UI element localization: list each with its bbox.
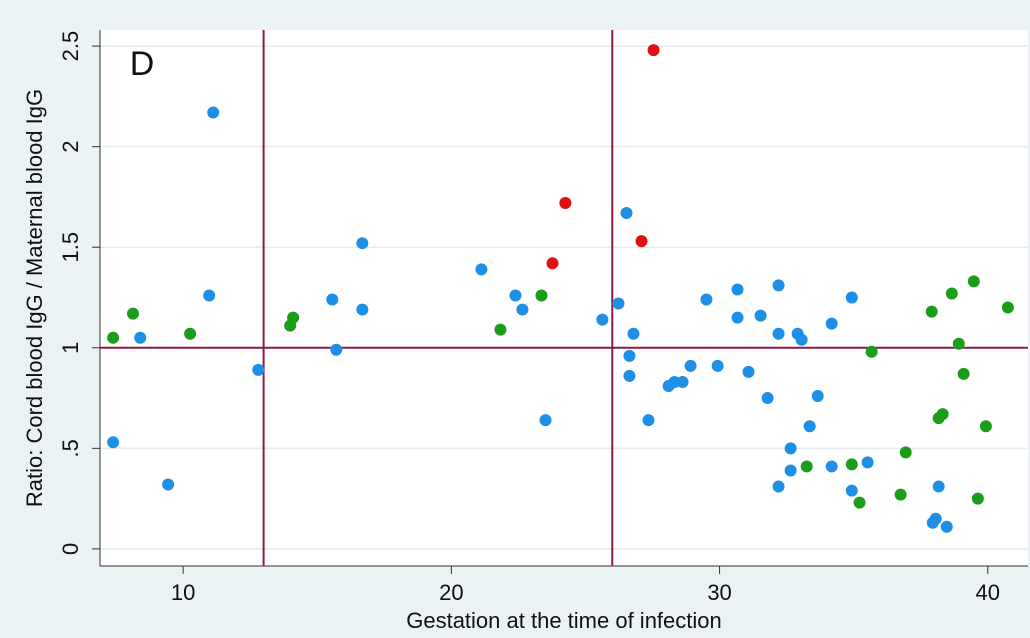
point <box>971 492 984 505</box>
point <box>711 359 724 372</box>
point <box>612 297 625 310</box>
panel-label: D <box>130 45 155 83</box>
point <box>620 207 633 220</box>
x-tick-label: 20 <box>439 580 463 605</box>
point <box>894 488 907 501</box>
point <box>684 359 697 372</box>
point <box>803 420 816 433</box>
x-tick-label: 40 <box>976 580 1000 605</box>
point <box>800 460 813 473</box>
point <box>784 464 797 477</box>
point <box>107 331 120 344</box>
point <box>207 106 220 119</box>
point <box>967 275 980 288</box>
point <box>162 478 175 491</box>
plot-area <box>100 30 1028 566</box>
point <box>203 289 216 302</box>
point <box>952 337 965 350</box>
point <box>535 289 548 302</box>
point <box>899 446 912 459</box>
point <box>731 311 744 324</box>
point <box>865 345 878 358</box>
point <box>700 293 713 306</box>
point <box>287 311 300 324</box>
point <box>825 460 838 473</box>
point <box>356 303 369 316</box>
point <box>539 414 552 427</box>
point <box>795 333 808 346</box>
point <box>784 442 797 455</box>
y-tick-label: 1.5 <box>58 232 83 263</box>
point <box>731 283 744 296</box>
point <box>559 196 572 209</box>
y-tick-label: 0 <box>58 543 83 555</box>
point <box>676 375 689 388</box>
y-tick-label: 2.5 <box>58 31 83 62</box>
point <box>754 309 767 322</box>
point <box>635 235 648 248</box>
point <box>957 367 970 380</box>
point <box>623 369 636 382</box>
y-axis-label: Ratio: Cord blood IgG / Maternal blood I… <box>22 89 47 507</box>
point <box>642 414 655 427</box>
y-tick-label: 2 <box>58 141 83 153</box>
point <box>627 327 640 340</box>
point <box>326 293 339 306</box>
point <box>945 287 958 300</box>
point <box>356 237 369 250</box>
point <box>184 327 197 340</box>
point <box>926 516 939 529</box>
x-tick-label: 10 <box>171 580 195 605</box>
point <box>932 480 945 493</box>
point <box>979 420 992 433</box>
point <box>252 363 265 376</box>
point <box>494 323 507 336</box>
y-tick-label: .5 <box>58 439 83 457</box>
point <box>134 331 147 344</box>
point <box>330 343 343 356</box>
point <box>596 313 609 326</box>
point <box>845 484 858 497</box>
point <box>936 408 949 421</box>
point <box>647 44 660 57</box>
point <box>742 365 755 378</box>
point <box>772 480 785 493</box>
point <box>940 520 953 533</box>
point <box>825 317 838 330</box>
point <box>811 390 824 403</box>
x-tick-label: 30 <box>707 580 731 605</box>
point <box>107 436 120 449</box>
point <box>509 289 522 302</box>
point <box>761 392 774 405</box>
x-axis-label: Gestation at the time of infection <box>406 608 722 633</box>
point <box>126 307 139 320</box>
point <box>925 305 938 318</box>
point <box>861 456 874 469</box>
point <box>845 291 858 304</box>
point <box>772 327 785 340</box>
point <box>516 303 529 316</box>
point <box>772 279 785 292</box>
point <box>475 263 488 276</box>
point <box>845 458 858 471</box>
point <box>1001 301 1014 314</box>
y-tick-label: 1 <box>58 342 83 354</box>
point <box>546 257 559 270</box>
point <box>623 349 636 362</box>
point <box>853 496 866 509</box>
